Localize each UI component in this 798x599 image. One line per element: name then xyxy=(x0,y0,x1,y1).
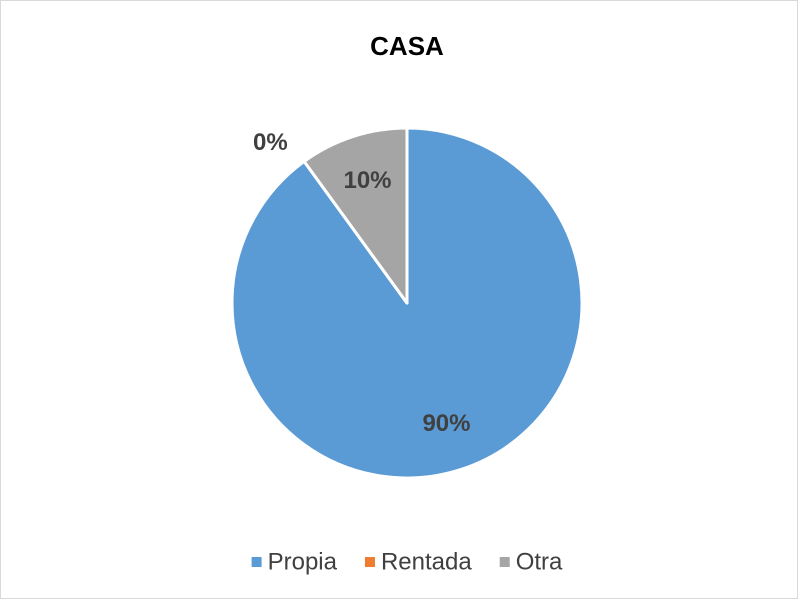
legend-label: Rentada xyxy=(381,548,472,575)
legend-label: Propia xyxy=(268,548,338,575)
chart-title: CASA xyxy=(370,31,444,61)
data-label: 10% xyxy=(343,167,391,194)
pie-slice xyxy=(302,126,409,305)
legend-label: Otra xyxy=(516,548,563,575)
legend-swatch xyxy=(364,557,375,567)
data-label: 90% xyxy=(422,410,470,437)
legend-swatch xyxy=(251,557,262,567)
legend-swatch xyxy=(499,557,510,567)
data-label: 0% xyxy=(253,129,288,156)
